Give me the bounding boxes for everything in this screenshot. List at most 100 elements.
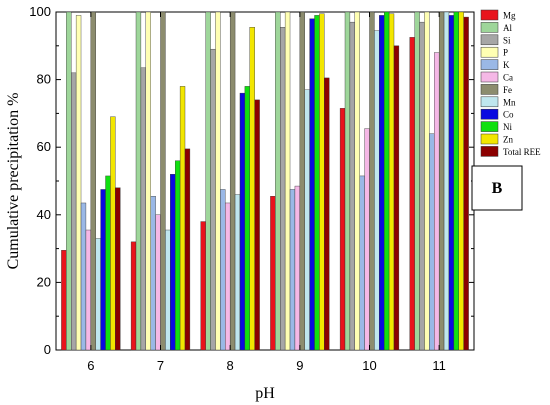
bar-p bbox=[145, 11, 151, 351]
bar-zn bbox=[179, 86, 186, 351]
bar-al bbox=[205, 11, 211, 351]
legend-label-al: Al bbox=[503, 23, 512, 33]
bar-co bbox=[309, 18, 315, 351]
legend-label-ni: Ni bbox=[503, 122, 512, 132]
legend-swatch-ni bbox=[480, 121, 499, 132]
bar-al bbox=[414, 11, 420, 351]
bar-mn bbox=[374, 30, 380, 351]
bar-al bbox=[135, 11, 142, 351]
bar-zn bbox=[388, 13, 395, 351]
bar-ca bbox=[364, 128, 370, 351]
bar-zn bbox=[458, 11, 464, 351]
bar-total-ree bbox=[184, 148, 191, 351]
legend-label-co: Co bbox=[503, 110, 514, 120]
bar-p bbox=[215, 11, 221, 351]
bar-fe bbox=[369, 11, 375, 351]
x-axis: 6 7 8 9 10 11 bbox=[87, 12, 446, 373]
x-axis-title: pH bbox=[255, 385, 275, 402]
legend-label-zn: Zn bbox=[503, 135, 513, 145]
bar-mg bbox=[270, 196, 276, 351]
legend-label-mn: Mn bbox=[503, 97, 516, 107]
legend-label-si: Si bbox=[503, 35, 511, 45]
bar-ni bbox=[453, 11, 459, 351]
bar-mg bbox=[200, 221, 206, 351]
y-tick-label: 40 bbox=[37, 207, 51, 222]
bar-mg bbox=[61, 250, 67, 351]
legend-label-ca: Ca bbox=[503, 73, 513, 83]
bar-ca bbox=[294, 185, 301, 351]
legend-swatch-fe bbox=[480, 84, 499, 95]
legend-label-total-ree: Total REE bbox=[503, 147, 541, 157]
bar-co bbox=[239, 92, 246, 351]
bar-mg bbox=[409, 37, 415, 351]
bar-fe bbox=[90, 11, 96, 351]
bar-k bbox=[429, 133, 435, 351]
x-tick-label: 7 bbox=[157, 358, 164, 373]
bar-al bbox=[275, 11, 281, 351]
legend-swatch-total-ree bbox=[480, 146, 499, 157]
y-tick-label: 0 bbox=[44, 342, 51, 357]
bar-p bbox=[284, 11, 291, 351]
bar-total-ree bbox=[115, 187, 121, 351]
legend-label-p: P bbox=[503, 48, 508, 58]
bar-total-ree bbox=[393, 45, 400, 351]
bar-k bbox=[359, 175, 365, 351]
bar-total-ree bbox=[324, 77, 330, 351]
bar-al bbox=[66, 11, 72, 351]
panel-label-box bbox=[471, 165, 523, 211]
x-tick-label: 10 bbox=[362, 358, 376, 373]
x-tick-label: 8 bbox=[227, 358, 234, 373]
legend-swatch-si bbox=[480, 34, 499, 46]
bar-p bbox=[75, 15, 82, 351]
legend-label-fe: Fe bbox=[503, 85, 512, 95]
bar-ni bbox=[244, 86, 250, 351]
bar-fe bbox=[438, 11, 445, 351]
bar-ca bbox=[85, 229, 92, 351]
bar-k bbox=[220, 189, 226, 351]
bar-k bbox=[150, 196, 156, 351]
bar-fe bbox=[299, 11, 305, 351]
legend-swatch-zn bbox=[480, 133, 499, 145]
bar-total-ree bbox=[254, 99, 260, 351]
bar-mn bbox=[234, 194, 241, 351]
legend-swatch-mg bbox=[480, 9, 499, 21]
bar-ni bbox=[105, 175, 111, 351]
legend-swatch-ca bbox=[480, 71, 499, 83]
bar-k bbox=[80, 202, 87, 351]
bar-mn bbox=[165, 229, 171, 351]
x-tick-label: 9 bbox=[296, 358, 303, 373]
bar-si bbox=[419, 21, 425, 351]
legend-swatch-p bbox=[480, 46, 499, 58]
bar-ca bbox=[434, 52, 440, 351]
bar-mg bbox=[130, 241, 137, 351]
bar-ni bbox=[174, 160, 181, 351]
bar-co bbox=[448, 15, 455, 351]
bar-p bbox=[354, 11, 360, 351]
bar-ni bbox=[384, 11, 390, 351]
legend: Mg Al Si PK Ca Fe Mn Co Ni Zn Total REE bbox=[480, 9, 541, 157]
legend-swatch-al bbox=[480, 22, 499, 33]
bar-si bbox=[71, 72, 77, 351]
legend-label-k: K bbox=[503, 60, 510, 70]
bar-total-ree bbox=[463, 16, 469, 351]
bar-mn bbox=[443, 11, 450, 351]
bar-zn bbox=[319, 13, 325, 351]
bar-si bbox=[349, 21, 355, 351]
y-axis-title: Cumulative precipitation % bbox=[5, 93, 22, 270]
bar-si bbox=[210, 48, 216, 351]
bar-si bbox=[140, 67, 146, 351]
bar-co bbox=[379, 15, 385, 351]
bar-p bbox=[424, 11, 430, 351]
bar-zn bbox=[249, 27, 255, 351]
legend-swatch-k bbox=[480, 59, 499, 70]
bar-ca bbox=[225, 202, 231, 351]
x-tick-label: 11 bbox=[432, 358, 446, 373]
bar-fe bbox=[160, 11, 166, 351]
y-tick-label: 80 bbox=[37, 72, 51, 87]
x-tick-label: 6 bbox=[87, 358, 94, 373]
bar-mn bbox=[304, 89, 310, 351]
plot-frame bbox=[55, 11, 475, 351]
bar-fe bbox=[229, 11, 236, 351]
bar-si bbox=[280, 27, 286, 351]
